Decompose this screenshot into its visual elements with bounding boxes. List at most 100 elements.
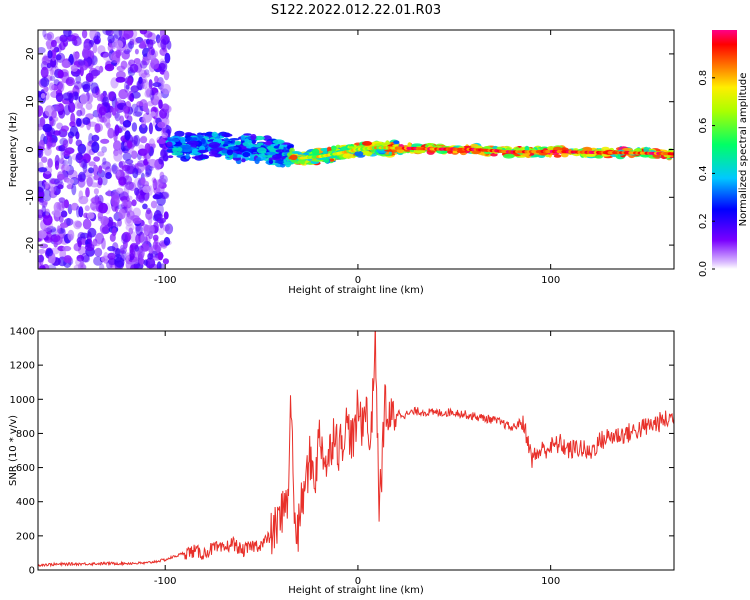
heatmap-cell [81,158,88,170]
heatmap-cell [105,172,112,179]
heatmap-cell [122,120,132,128]
heatmap-cell [149,89,155,101]
heatmap-cell [44,146,52,156]
heatmap-cell [90,201,97,211]
heatmap-cell [393,140,400,144]
heatmap-cell [154,75,159,83]
heatmap-cell [643,146,650,153]
heatmap-cell [222,143,228,147]
colorbar-label: Normalized spectral amplitude [738,73,749,227]
colorbar-tick-label: 0.4 [698,165,709,181]
heatmap-cell [407,142,412,148]
heatmap-cell [73,220,82,230]
heatmap-cell [220,140,226,145]
heatmap-cell [221,133,233,138]
heatmap-cell [102,52,113,62]
heatmap-cell [114,40,124,50]
heatmap-cell [56,225,61,234]
heatmap-cell [162,258,169,265]
heatmap-cell [208,154,219,157]
heatmap-cell [110,194,120,207]
heatmap-cell [143,259,148,266]
heatmap-cell [86,176,93,187]
heatmap-cell [53,79,60,86]
heatmap-cell [50,43,59,52]
heatmap-cell [92,241,101,247]
heatmap-cell [148,166,154,171]
heatmap-cell [57,173,65,181]
heatmap-cell [251,139,256,145]
heatmap-cell [42,30,47,38]
heatmap-cell [130,264,139,269]
heatmap-cell [39,243,49,249]
heatmap-cell [102,157,107,165]
heatmap-cell [54,154,60,166]
heatmap-cell [185,133,196,136]
heatmap-cell [157,178,164,189]
heatmap-cell [101,175,108,186]
heatmap-cell [227,146,239,150]
heatmap-cell [88,167,94,174]
snr-series-line [38,331,674,568]
heatmap-cell [162,36,169,45]
heatmap-cell [131,150,138,159]
heatmap-cell [132,207,141,218]
heatmap-cell [122,152,132,161]
snr-y-tick-label: 0 [29,566,35,577]
snr-x-axis-label: Height of straight line (km) [288,585,424,596]
heatmap-cell [148,122,153,135]
heatmap-cell [84,243,95,252]
heatmap-cell [124,163,135,175]
heatmap-cell [81,48,90,59]
snr-frame [37,330,675,571]
heatmap-cell [241,158,246,163]
heatmap-cell [158,227,165,236]
heatmap-cell [75,74,82,84]
heatmap-cell [148,246,153,254]
heatmap-cell [134,187,140,196]
heatmap-cell [142,185,152,193]
heatmap-cell [234,140,242,146]
heatmap-cell [242,141,252,147]
heatmap-cell [76,118,82,127]
heatmap-cell [73,52,80,60]
heatmap-cell [107,34,115,44]
heatmap-cell [226,149,233,156]
heatmap-cell [94,247,103,257]
snr-plot-area [38,331,674,570]
heatmap-cell [107,189,112,197]
heatmap-cell [103,251,109,262]
heatmap-cell [272,154,283,160]
heatmap-cell [118,89,129,100]
heatmap-cell [87,227,97,238]
heatmap-cell [62,92,73,101]
heatmap-cell [160,38,167,50]
figure-title: S122.2022.012.22.01.R03 [271,3,441,18]
spectrogram-y-tick-label: -10 [25,189,36,205]
heatmap-cell [187,140,199,146]
heatmap-region-1 [165,130,295,168]
heatmap-cell [447,150,453,154]
heatmap-cell [56,122,63,130]
colorbar-tick-label: 0.0 [698,261,709,277]
heatmap-cell [38,180,46,193]
heatmap-cell [476,145,483,149]
heatmap-cell [61,143,67,152]
heatmap-cell [254,159,260,165]
heatmap-cell [73,39,78,46]
heatmap-cell [136,79,145,91]
heatmap-cell [98,106,107,116]
heatmap-cell [157,121,166,128]
heatmap-cell [122,105,129,115]
heatmap-cell [256,147,267,154]
heatmap-cell [139,60,148,69]
heatmap-cell [73,264,84,269]
snr-x-tick-label: 100 [541,576,560,587]
heatmap-cell [311,148,320,155]
heatmap-cell [223,141,231,145]
snr-y-axis-label: SNR (10 * v/v) [8,415,19,486]
heatmap-cell [57,184,64,190]
heatmap-cell [205,131,214,136]
heatmap-cell [185,153,190,160]
heatmap-cell [154,92,163,100]
